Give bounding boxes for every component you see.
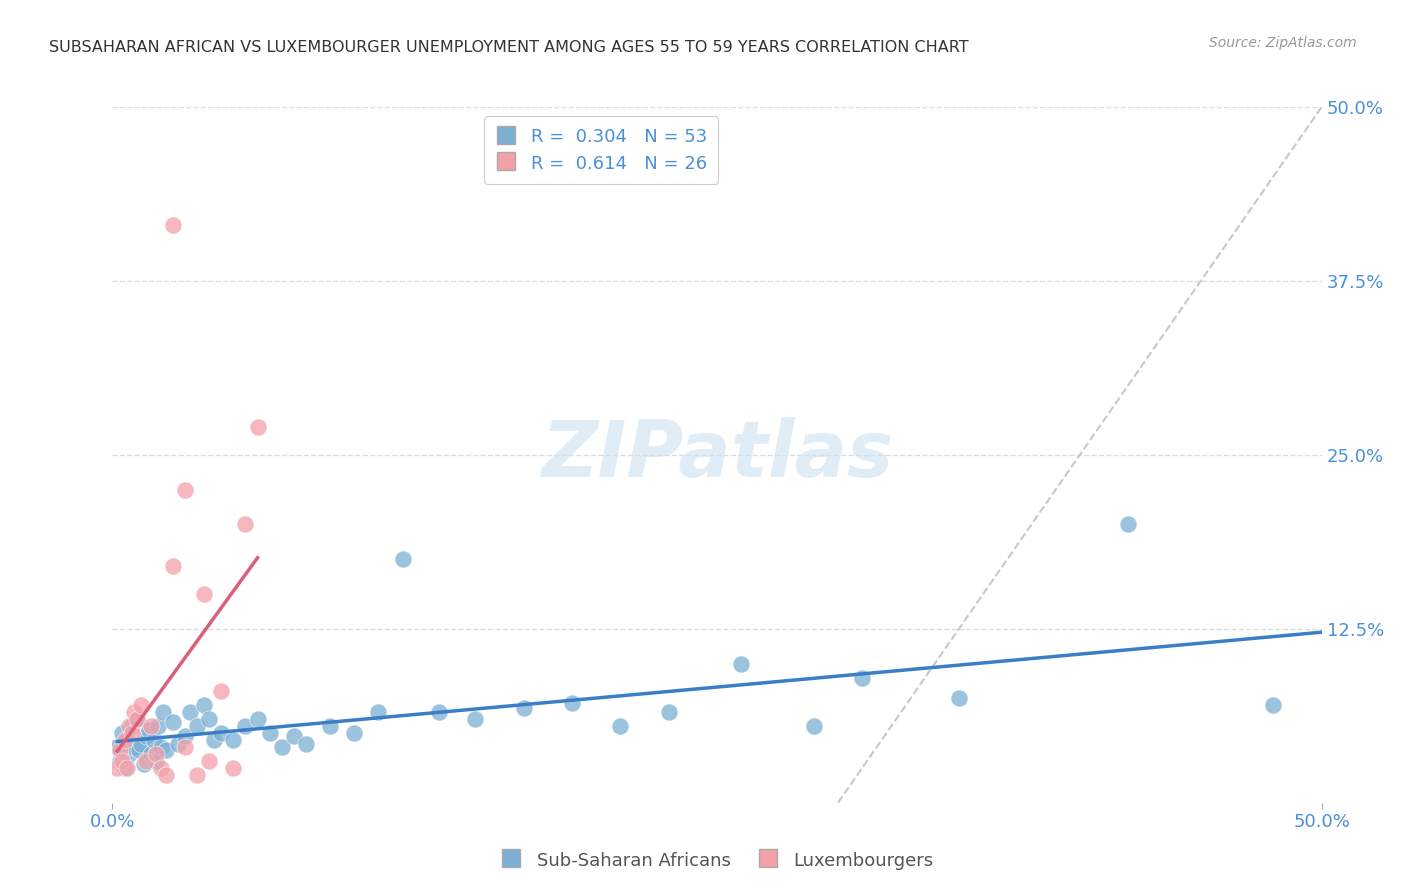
- Point: [115, 761, 138, 775]
- Point: [246, 712, 269, 726]
- Point: [179, 706, 201, 720]
- Point: [186, 768, 208, 782]
- Point: [135, 754, 157, 768]
- Point: [115, 733, 138, 747]
- Point: [209, 726, 232, 740]
- Point: [141, 719, 163, 733]
- Point: [121, 726, 143, 740]
- Point: [131, 698, 153, 713]
- Point: [198, 712, 221, 726]
- Point: [122, 740, 145, 755]
- Legend: Sub-Saharan Africans, Luxembourgers: Sub-Saharan Africans, Luxembourgers: [494, 844, 941, 877]
- Point: [222, 761, 245, 775]
- Point: [235, 517, 257, 532]
- Point: [658, 706, 681, 720]
- Point: [149, 740, 172, 755]
- Point: [132, 756, 155, 771]
- Point: [114, 733, 136, 747]
- Point: [125, 712, 148, 726]
- Point: [105, 761, 128, 775]
- Point: [391, 552, 413, 566]
- Point: [198, 754, 221, 768]
- Point: [186, 719, 208, 733]
- Point: [114, 761, 136, 775]
- Point: [367, 706, 389, 720]
- Text: SUBSAHARAN AFRICAN VS LUXEMBOURGER UNEMPLOYMENT AMONG AGES 55 TO 59 YEARS CORREL: SUBSAHARAN AFRICAN VS LUXEMBOURGER UNEMP…: [49, 40, 969, 55]
- Point: [174, 740, 197, 755]
- Point: [427, 706, 450, 720]
- Point: [121, 719, 143, 733]
- Point: [118, 747, 141, 761]
- Point: [111, 754, 134, 768]
- Y-axis label: Unemployment Among Ages 55 to 59 years: Unemployment Among Ages 55 to 59 years: [0, 279, 7, 631]
- Point: [464, 712, 486, 726]
- Point: [222, 733, 245, 747]
- Point: [138, 723, 160, 738]
- Point: [259, 726, 281, 740]
- Point: [145, 754, 167, 768]
- Point: [141, 747, 163, 761]
- Point: [319, 719, 342, 733]
- Point: [561, 696, 583, 710]
- Point: [246, 420, 269, 434]
- Point: [174, 729, 197, 743]
- Point: [730, 657, 752, 671]
- Point: [295, 737, 318, 751]
- Point: [162, 219, 184, 233]
- Point: [166, 737, 188, 751]
- Point: [209, 684, 232, 698]
- Point: [108, 743, 131, 757]
- Point: [193, 698, 215, 713]
- Point: [122, 706, 145, 720]
- Point: [851, 671, 873, 685]
- Point: [202, 733, 225, 747]
- Point: [1116, 517, 1139, 532]
- Point: [512, 701, 534, 715]
- Point: [108, 754, 131, 768]
- Point: [155, 768, 177, 782]
- Point: [152, 706, 174, 720]
- Point: [128, 743, 150, 757]
- Point: [125, 712, 148, 726]
- Point: [142, 733, 165, 747]
- Point: [235, 719, 257, 733]
- Point: [803, 719, 825, 733]
- Point: [111, 726, 134, 740]
- Point: [105, 740, 128, 755]
- Point: [155, 743, 177, 757]
- Point: [343, 726, 366, 740]
- Point: [145, 747, 167, 761]
- Point: [193, 587, 215, 601]
- Point: [162, 715, 184, 730]
- Point: [131, 737, 153, 751]
- Point: [948, 691, 970, 706]
- Point: [149, 761, 172, 775]
- Point: [270, 740, 292, 755]
- Point: [609, 719, 631, 733]
- Point: [148, 719, 170, 733]
- Point: [283, 729, 305, 743]
- Point: [118, 719, 141, 733]
- Text: ZIPatlas: ZIPatlas: [541, 417, 893, 493]
- Text: Source: ZipAtlas.com: Source: ZipAtlas.com: [1209, 36, 1357, 50]
- Point: [1263, 698, 1285, 713]
- Point: [135, 729, 157, 743]
- Point: [174, 483, 197, 497]
- Point: [162, 559, 184, 574]
